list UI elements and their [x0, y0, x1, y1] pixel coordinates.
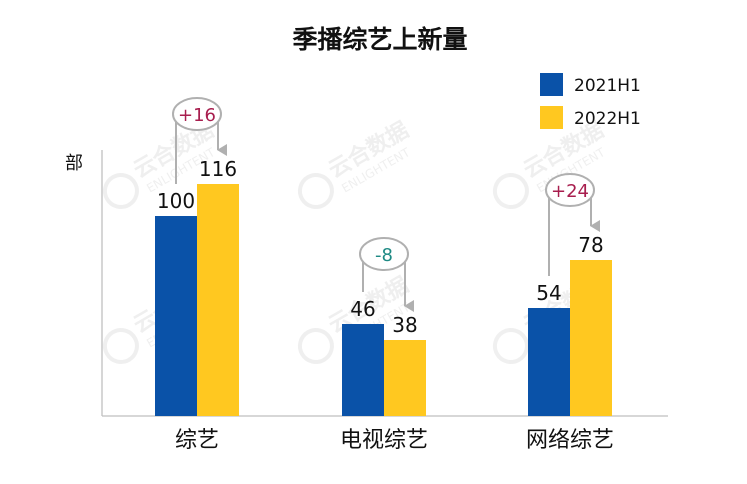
change-bubble — [359, 237, 409, 271]
chart-title: 季播综艺上新量 — [292, 25, 467, 54]
legend-swatch-2021h1 — [540, 73, 563, 96]
data-label-2021h1: 100 — [157, 189, 195, 213]
x-tick-label: 综艺 — [175, 428, 219, 453]
watermark-ring-icon — [102, 173, 139, 209]
watermark-ring-icon — [492, 173, 529, 209]
bar-2021h1 — [155, 216, 197, 416]
legend-label-2021h1: 2021H1 — [574, 76, 641, 96]
bar-2021h1 — [528, 308, 570, 416]
change-bubble — [545, 173, 595, 207]
change-label: -8 — [375, 245, 393, 266]
legend-swatch-2022h1 — [540, 106, 563, 129]
data-label-2022h1: 78 — [578, 233, 603, 257]
data-label-2022h1: 116 — [199, 157, 237, 181]
watermark-ring-icon — [297, 173, 334, 209]
legend-label-2022h1: 2022H1 — [574, 109, 641, 129]
x-tick-label: 电视综艺 — [340, 428, 428, 453]
legend: 2021H1 2022H1 — [540, 73, 641, 129]
data-label-2021h1: 54 — [536, 281, 561, 305]
bar-2021h1 — [342, 324, 384, 416]
bar-2022h1 — [570, 260, 612, 416]
data-label-2022h1: 38 — [392, 313, 417, 337]
change-label: +16 — [178, 105, 216, 126]
data-label-2021h1: 46 — [350, 297, 375, 321]
x-tick-label: 网络综艺 — [526, 428, 614, 453]
bar-2022h1 — [384, 340, 426, 416]
watermark-ring-icon — [102, 328, 139, 364]
y-axis-unit-label: 部 — [65, 153, 83, 174]
watermark-ring-icon — [297, 328, 334, 364]
bar-2022h1 — [197, 184, 239, 416]
change-bubble — [172, 97, 222, 131]
change-label: +24 — [551, 181, 589, 202]
watermark-ring-icon — [492, 328, 529, 364]
